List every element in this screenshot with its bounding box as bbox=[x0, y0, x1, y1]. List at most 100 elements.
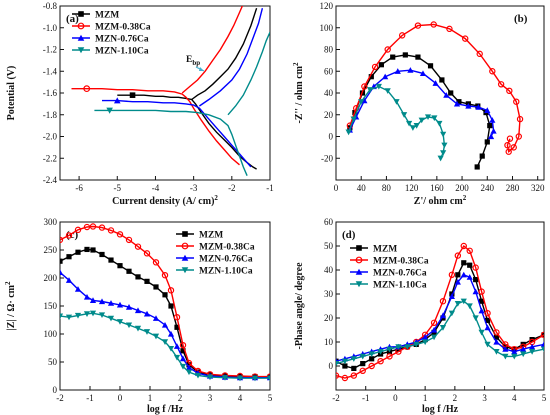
panel-b-mzm-0-38ca-point bbox=[504, 141, 511, 149]
panel-b-mzm-point bbox=[415, 54, 421, 60]
panel-b-x-tick-label: 160 bbox=[430, 183, 444, 193]
panel-a-legend-mzm-label: MZM bbox=[95, 11, 119, 21]
panel-b-mzn-1-10ca-point bbox=[409, 125, 416, 131]
panel-b-mzn-1-10ca-point bbox=[358, 99, 365, 105]
panel-b-mzn-0-76ca-point bbox=[487, 133, 495, 140]
panel-c-x-axis-label: log f /Hz bbox=[147, 404, 184, 415]
panel-d-mzn-1-10ca-point bbox=[422, 339, 429, 346]
panel-d-mzn-1-10ca-point bbox=[511, 353, 518, 360]
panel-c-mzm-0-38ca-point bbox=[152, 259, 160, 266]
panel-d-mzn-1-10ca-point bbox=[377, 349, 384, 355]
panel-b-mzm-point bbox=[378, 62, 384, 68]
panel-b-mzm-point bbox=[479, 153, 485, 159]
panel-a-y-tick-label: -2.0 bbox=[43, 132, 58, 142]
panel-b-mzm-0-38ca-point bbox=[497, 81, 505, 88]
panel-b-y-tick-label: 120 bbox=[320, 1, 334, 11]
panel-c-mzm-0-38ca-point bbox=[125, 236, 133, 244]
panel-d-mzm-point bbox=[467, 262, 473, 268]
panel-d-mzn-1-10ca-point bbox=[368, 351, 375, 358]
panel-d-mzn-0-76ca-point bbox=[520, 346, 527, 352]
panel-a-ticks-layer: -6 -5 -4 -3 -2 -1 -2.4 -2.2 -2.0 -1.8 -1.6 -1.4 -1.2… bbox=[43, 1, 274, 193]
panel-c-mzm-point bbox=[174, 324, 180, 330]
panel-c-mzn-1-10ca-point bbox=[167, 345, 175, 352]
panel-c-mzm-0-38ca-point bbox=[134, 243, 142, 250]
panel-d-mzm-0-38ca-point bbox=[478, 288, 485, 295]
panel-c-mzm-0-38ca-point bbox=[74, 226, 82, 234]
panel-c-mzm-0-38ca-point bbox=[167, 287, 175, 294]
panel-a-series-layer bbox=[71, 6, 270, 176]
panel-a-potentiodynamic-polarization: (a) -6 -5 -4 -3 -2 -1 -2.4 -2.2 -2.0 -1.8 -1.6 -1.4… bbox=[6, 1, 274, 207]
panel-c-mzn-0-76ca-point bbox=[185, 364, 193, 371]
panel-d-mzn-1-10ca-point bbox=[404, 344, 411, 350]
panel-a-y-tick-label: -1.4 bbox=[43, 66, 58, 76]
panel-c-x-tick-label: 2 bbox=[178, 393, 183, 403]
panel-c-legend: MZM MZM-0.38Ca MZN-0.76Ca MZN-1.10Ca bbox=[176, 231, 255, 277]
panel-c-mzn-1-10ca-point bbox=[107, 315, 115, 322]
panel-b-mzn-0-76ca-point bbox=[475, 104, 482, 110]
panel-b-mzn-1-10ca-point bbox=[436, 120, 443, 127]
panel-c-plot-area bbox=[60, 223, 270, 382]
panel-b-mzn-1-10ca-point bbox=[366, 87, 374, 93]
panel-a-mzm-line bbox=[117, 94, 257, 170]
panel-d-mzn-1-10ca-point bbox=[359, 353, 366, 360]
panel-d-legend-mzm-label: MZM bbox=[373, 245, 397, 255]
panel-c-mzn-1-10ca-point bbox=[251, 375, 259, 382]
panel-a-mzm-0-38ca-line-anodic bbox=[181, 6, 244, 94]
panel-a-x-tick-label: -2 bbox=[228, 183, 236, 193]
panel-b-ticks-layer: 0 40 80 120 160 200 240 280 320 -20 0 20 40 60 80 100 12… bbox=[320, 1, 545, 193]
panel-d-mzn-0-76ca-point bbox=[448, 293, 455, 299]
panel-d-mzm-0-38ca-point bbox=[466, 247, 473, 254]
panel-b-mzn-1-10ca-point bbox=[441, 142, 448, 149]
panel-b-x-tick-label: 0 bbox=[334, 183, 339, 193]
panel-d-mzn-1-10ca-point bbox=[386, 346, 393, 353]
panel-c-y-tick-label: 50 bbox=[48, 357, 58, 367]
panel-d-mzn-1-10ca-point bbox=[520, 351, 527, 358]
panel-c-mzn-0-76ca-point bbox=[143, 310, 151, 317]
panel-d-y-tick-label: 30 bbox=[324, 289, 334, 299]
panel-b-mzm-0-38ca-point bbox=[516, 115, 524, 123]
panel-c-mzm-point bbox=[117, 263, 123, 269]
panel-b-y-axis-label: -Z'' / ohm cm2 bbox=[292, 62, 305, 124]
panel-a-mzn-0-76ca-point bbox=[113, 97, 121, 104]
panel-b-mzm-0-38ca-point bbox=[384, 46, 391, 53]
panel-d-legend-mzm-marker bbox=[356, 245, 362, 251]
panel-c-mzn-0-76ca-point bbox=[89, 297, 97, 303]
panel-b-x-tick-label: 80 bbox=[382, 183, 392, 193]
panel-d-mzm-point bbox=[484, 317, 491, 323]
panel-d-label: (d) bbox=[342, 229, 356, 241]
panel-d-mzm-point bbox=[479, 298, 485, 304]
panel-b-mzm-point bbox=[439, 77, 445, 83]
panel-b-x-tick-label: 120 bbox=[405, 183, 419, 193]
panel-c-mzm-point bbox=[135, 274, 141, 280]
panel-c-mzn-1-10ca-point bbox=[116, 319, 124, 325]
panel-b-mzm-point bbox=[487, 123, 493, 129]
panel-d-legend-mzn-0-76ca-marker bbox=[355, 268, 363, 275]
panel-b-y-tick-label: 80 bbox=[324, 45, 334, 55]
panel-b-y-tick-label: -20 bbox=[321, 153, 333, 163]
panel-c-legend-mzm-0-38ca-marker bbox=[181, 242, 189, 250]
panel-d-x-tick-label: -1 bbox=[362, 393, 370, 403]
panel-d-mzn-0-76ca-point bbox=[454, 278, 461, 285]
panel-b-mzm-0-38ca-point bbox=[515, 133, 522, 140]
panel-c-legend-mzn-0-76ca-label: MZN-0.76Ca bbox=[199, 255, 253, 265]
panel-d-legend: MZM MZM-0.38Ca MZN-0.76Ca MZN-1.10Ca bbox=[350, 245, 429, 291]
panel-d-mzn-0-76ca-point bbox=[466, 274, 473, 280]
panel-d-mzn-1-10ca-point bbox=[395, 344, 402, 350]
panel-a-mzm-line-anodic bbox=[191, 7, 258, 101]
panel-c-mzn-1-10ca-point bbox=[83, 311, 91, 317]
panel-a-y-tick-label: -2.2 bbox=[43, 153, 57, 163]
panel-d-x-axis-label: log f /Hz bbox=[422, 404, 459, 415]
panel-c-mzn-0-76ca-point bbox=[134, 307, 142, 314]
panel-d-mzm-0-38ca-point bbox=[460, 242, 467, 250]
panel-d-mzn-1-10ca-point bbox=[439, 325, 447, 331]
panel-b-label: (b) bbox=[514, 13, 528, 25]
panel-b-mzn-0-76ca-point bbox=[394, 68, 401, 74]
panel-b-mzn-0-76ca-point bbox=[490, 127, 497, 134]
panel-d-mzn-0-76ca-point bbox=[422, 334, 429, 340]
panel-a-y-tick-label: -0.8 bbox=[43, 1, 58, 11]
panel-a-label: (a) bbox=[66, 13, 79, 25]
panel-c-mzn-1-10ca-point bbox=[152, 333, 160, 340]
panel-d-mzn-0-76ca-point bbox=[460, 271, 467, 278]
panel-c-mzm-0-38ca-point bbox=[143, 250, 151, 257]
